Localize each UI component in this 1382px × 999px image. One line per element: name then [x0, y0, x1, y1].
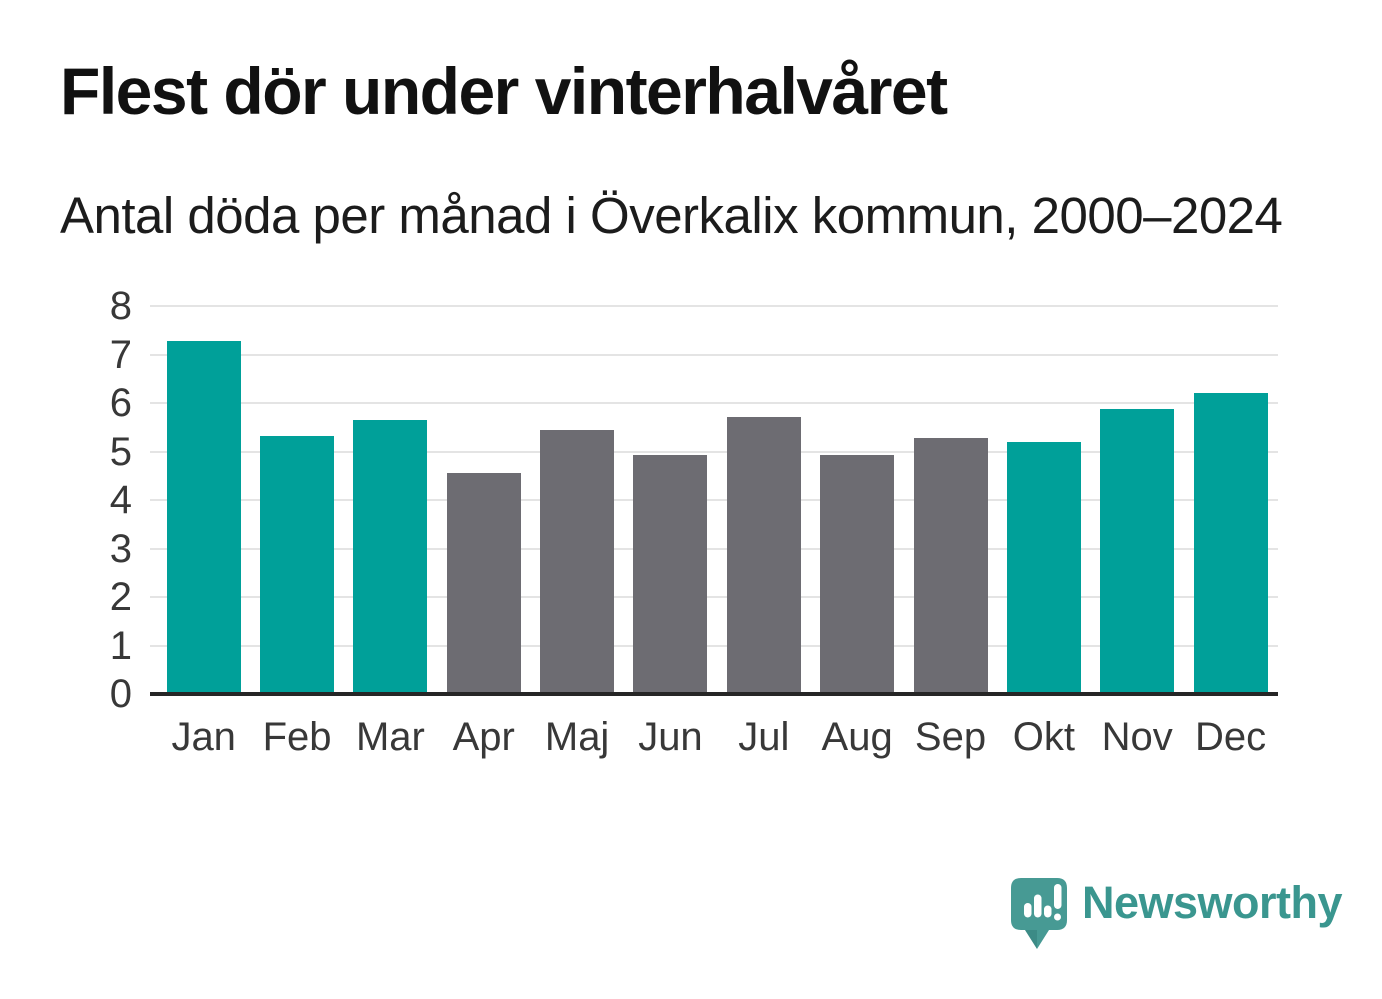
y-tick-label-3: 3	[109, 526, 132, 571]
x-tick-label-mar: Mar	[355, 715, 425, 759]
y-tick-label-2: 2	[109, 575, 132, 619]
bar-feb	[260, 435, 335, 694]
bar-apr	[446, 472, 521, 694]
bar-dec	[1193, 393, 1268, 694]
gridline-4	[150, 499, 1278, 501]
x-tick-label-jul: Jul	[738, 715, 790, 759]
x-tick-label-jun: Jun	[638, 715, 703, 759]
newsworthy-logo: Newsworthy	[1008, 874, 1343, 954]
x-tick-label-apr: Apr	[452, 715, 515, 759]
speech-bubble-bar-chart-icon	[1011, 878, 1067, 949]
gridline-1	[150, 644, 1278, 647]
x-tick-label-jan: Jan	[171, 715, 236, 759]
bar-okt	[1006, 441, 1081, 694]
x-tick-label-sep: Sep	[914, 715, 987, 759]
x-tick-label-dec: Dec	[1194, 715, 1267, 759]
y-tick-label-1: 1	[109, 623, 132, 668]
bar-aug	[820, 455, 895, 694]
newsworthy-logo-text: Newsworthy	[1082, 877, 1343, 928]
x-axis-line	[150, 692, 1278, 696]
x-tick-label-aug: Aug	[821, 715, 893, 759]
gridline-3	[150, 547, 1278, 550]
y-tick-label-7: 7	[109, 332, 132, 377]
gridline-8	[150, 305, 1278, 307]
y-tick-label-4: 4	[109, 478, 132, 522]
y-tick-label-8: 8	[109, 284, 132, 328]
gridline-6	[150, 402, 1278, 404]
bar-sep	[913, 437, 988, 694]
x-tick-label-feb: Feb	[262, 715, 332, 759]
bar-jun	[633, 455, 708, 694]
gridline-7	[150, 353, 1278, 356]
gridline-2	[150, 596, 1278, 598]
bar-maj	[540, 430, 615, 694]
y-tick-label-6: 6	[109, 381, 132, 425]
chart-title: Flest dör under vinterhalvåret	[60, 54, 948, 128]
bar-jul	[726, 416, 801, 694]
bar-jan	[166, 340, 241, 694]
chart-subtitle: Antal döda per månad i Överkalix kommun,…	[60, 187, 1283, 244]
y-tick-label-0: 0	[109, 672, 132, 716]
x-tick-label-maj: Maj	[544, 715, 610, 759]
bar-nov	[1100, 408, 1175, 694]
bar-mar	[353, 420, 428, 694]
gridline-5	[150, 450, 1278, 453]
x-tick-label-nov: Nov	[1101, 715, 1173, 759]
y-tick-label-5: 5	[109, 429, 132, 474]
x-tick-label-okt: Okt	[1012, 715, 1075, 759]
